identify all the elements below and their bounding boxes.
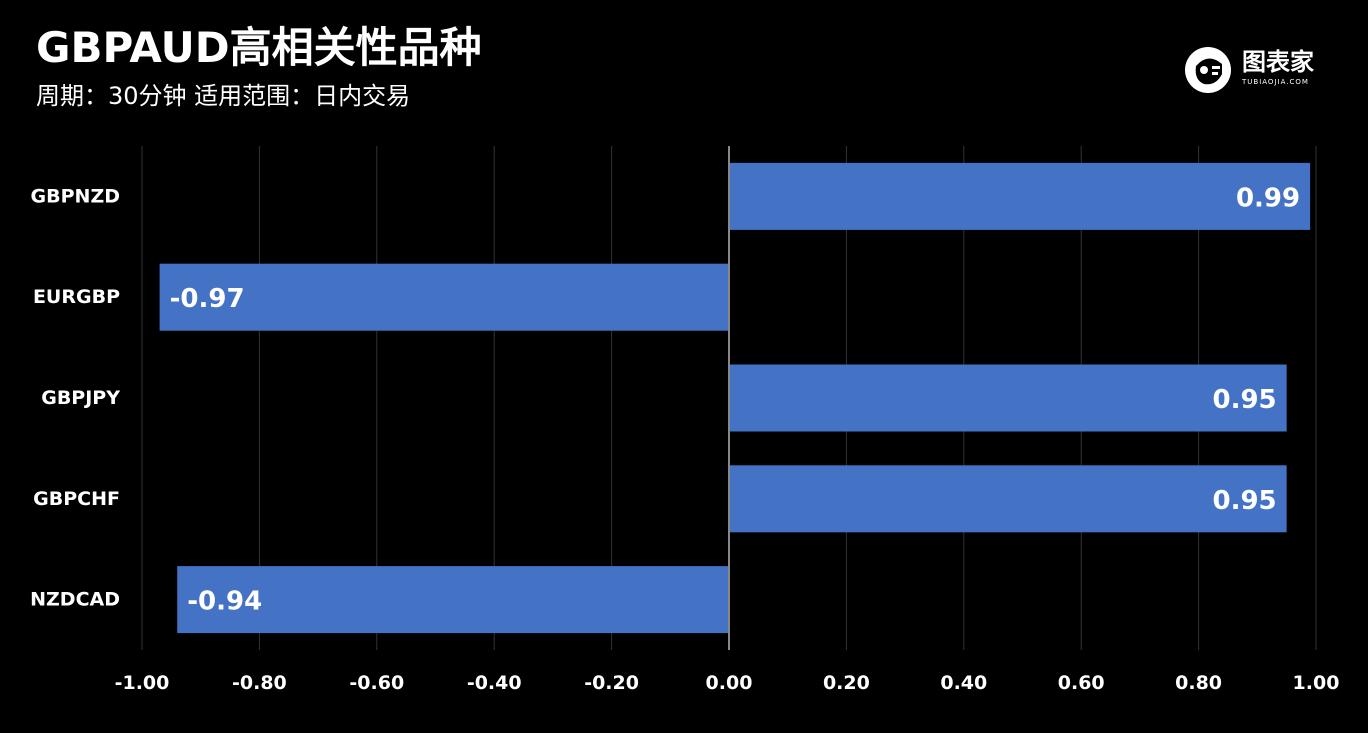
category-label-nzdcad: NZDCAD xyxy=(30,589,120,611)
x-tick-label-10: 1.00 xyxy=(1293,672,1340,694)
robot-head-icon xyxy=(1185,47,1231,93)
x-tick-label-4: -0.20 xyxy=(584,672,639,694)
x-tick-label-7: 0.40 xyxy=(940,672,987,694)
bar-gbpchf xyxy=(729,465,1287,533)
x-tick-label-9: 0.80 xyxy=(1175,672,1222,694)
bar-gbpjpy xyxy=(729,364,1287,432)
page-subtitle: 周期：30分钟 适用范围：日内交易 xyxy=(36,82,411,110)
value-label-eurgbp: -0.97 xyxy=(170,284,245,314)
x-tick-label-0: -1.00 xyxy=(115,672,170,694)
logo-subtext: TUBIAOJIA.COM xyxy=(1242,78,1309,86)
page-title: GBPAUD高相关性品种 xyxy=(36,23,482,72)
value-label-nzdcad: -0.94 xyxy=(187,587,262,617)
brand-logo: 图表家 TUBIAOJIA.COM xyxy=(1182,44,1332,96)
category-label-gbpnzd: GBPNZD xyxy=(31,185,120,207)
x-tick-label-2: -0.60 xyxy=(349,672,404,694)
x-tick-label-3: -0.40 xyxy=(467,672,522,694)
bar-eurgbp xyxy=(159,263,730,331)
value-label-gbpjpy: 0.95 xyxy=(1212,385,1276,415)
category-label-gbpchf: GBPCHF xyxy=(33,488,120,510)
x-tick-label-6: 0.20 xyxy=(823,672,870,694)
x-tick-label-1: -0.80 xyxy=(232,672,287,694)
value-label-gbpnzd: 0.99 xyxy=(1236,183,1300,213)
bar-nzdcad xyxy=(177,566,730,634)
value-label-gbpchf: 0.95 xyxy=(1212,486,1276,516)
category-label-eurgbp: EURGBP xyxy=(33,286,120,308)
category-label-gbpjpy: GBPJPY xyxy=(41,387,120,409)
bar-gbpnzd xyxy=(729,162,1311,230)
x-tick-label-5: 0.00 xyxy=(706,672,753,694)
logo-text: 图表家 xyxy=(1242,48,1314,76)
x-tick-label-8: 0.60 xyxy=(1058,672,1105,694)
